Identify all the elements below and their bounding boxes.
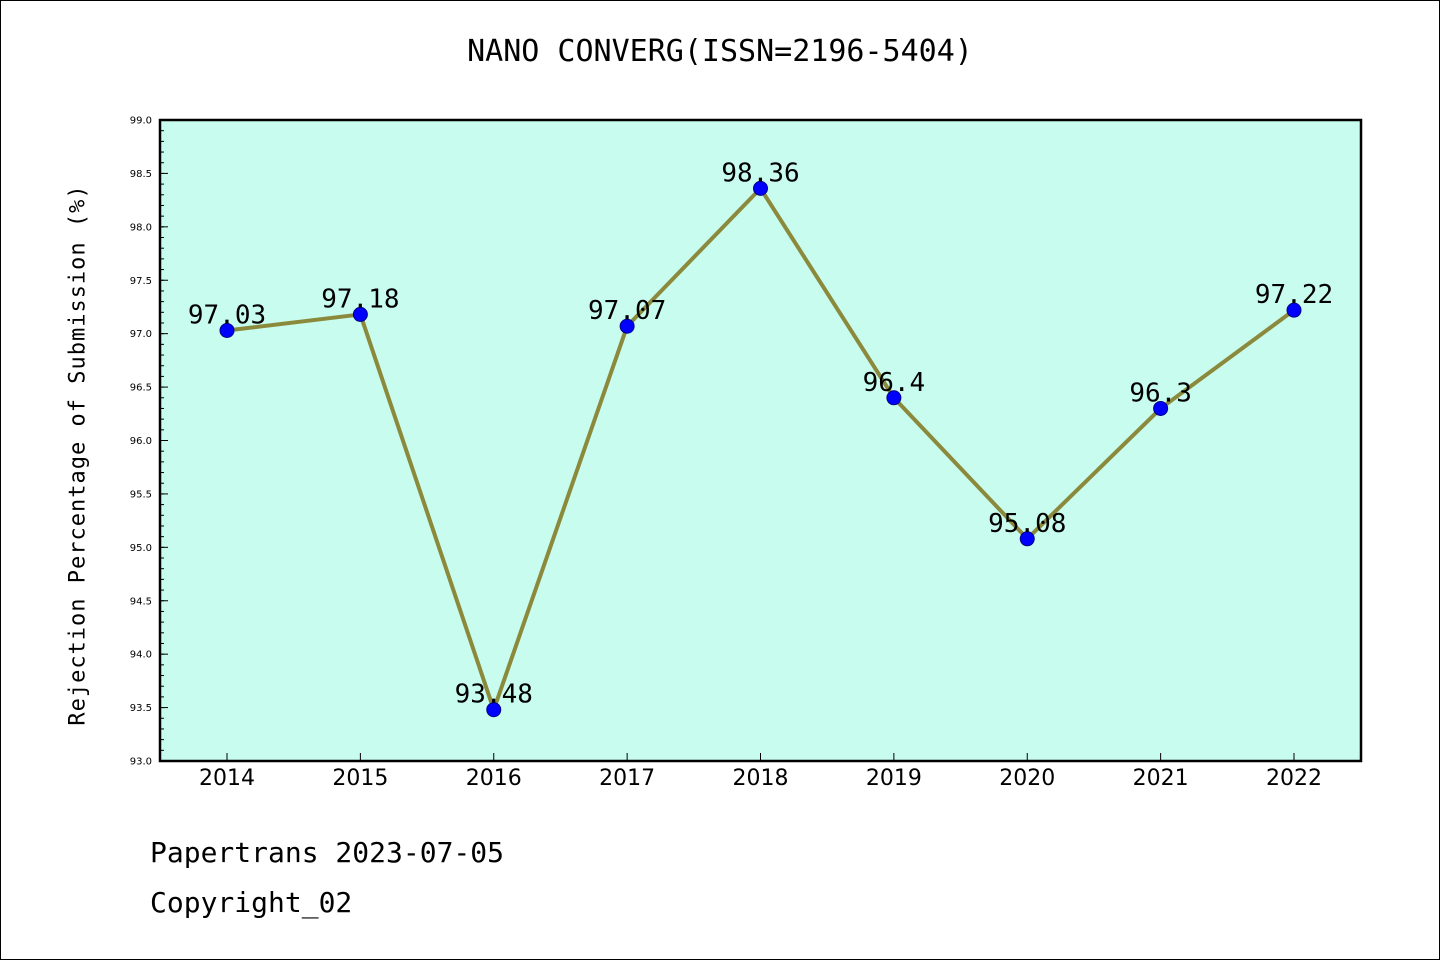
y-tick-label: 94.5 — [130, 596, 152, 607]
y-tick-label: 95.0 — [130, 543, 152, 554]
data-label: 93.48 — [455, 680, 533, 710]
series-markers — [219, 180, 1302, 718]
y-tick-label: 94.0 — [130, 650, 152, 661]
data-label: 96.4 — [863, 368, 926, 398]
y-tick-label: 93.0 — [130, 757, 152, 768]
y-tick-label: 96.5 — [130, 383, 152, 394]
data-label: 97.22 — [1255, 280, 1333, 310]
y-tick-label: 97.0 — [130, 329, 152, 340]
y-tick-label: 97.5 — [130, 276, 152, 287]
y-tick-label: 98.5 — [130, 169, 152, 180]
x-tick-label: 2022 — [1266, 766, 1322, 791]
footer-source: Papertrans 2023-07-05 — [150, 836, 505, 869]
data-point — [1286, 302, 1302, 318]
data-label: 97.07 — [588, 296, 666, 326]
x-tick-label: 2018 — [733, 766, 789, 791]
chart-title: NANO CONVERG(ISSN=2196-5404) — [467, 34, 973, 69]
data-point — [619, 318, 635, 334]
x-tick-label: 2021 — [1133, 766, 1189, 791]
y-tick-label: 99.0 — [130, 116, 152, 127]
x-axis-ticks: 2014 2015 2016 2017 2018 2019 2020 2021 2022 — [199, 753, 1322, 791]
plot-area — [160, 120, 1361, 761]
data-label: 97.03 — [188, 300, 266, 330]
data-point — [352, 306, 368, 322]
data-point — [486, 702, 502, 718]
data-point — [1019, 531, 1035, 547]
x-tick-label: 2017 — [599, 766, 655, 791]
data-point — [886, 390, 902, 406]
y-tick-label: 98.0 — [130, 222, 152, 233]
data-labels: 97.03 97.18 93.48 97.07 98.36 96.4 95.08 96.3 97… — [188, 158, 1333, 709]
data-label: 98.36 — [721, 158, 799, 188]
y-tick-label: 95.5 — [130, 489, 152, 500]
footer-copyright: Copyright_02 — [150, 886, 353, 919]
data-label: 97.18 — [321, 284, 399, 314]
data-point — [1153, 400, 1169, 416]
y-tick-label: 93.5 — [130, 703, 152, 714]
x-tick-label: 2014 — [199, 766, 255, 791]
x-tick-label: 2015 — [332, 766, 388, 791]
data-label: 95.08 — [988, 509, 1066, 539]
data-point — [753, 180, 768, 196]
x-tick-label: 2016 — [466, 766, 522, 791]
y-axis-ticks: 93.0 93.5 94.0 94.5 95.0 95.5 96.0 96.5 97.0 97.5… — [130, 116, 168, 768]
data-label: 96.3 — [1129, 378, 1192, 408]
x-tick-label: 2020 — [999, 766, 1055, 791]
data-point — [219, 322, 235, 338]
plot-border — [158, 118, 1363, 763]
y-tick-label: 96.0 — [130, 436, 152, 447]
x-tick-label: 2019 — [866, 766, 922, 791]
